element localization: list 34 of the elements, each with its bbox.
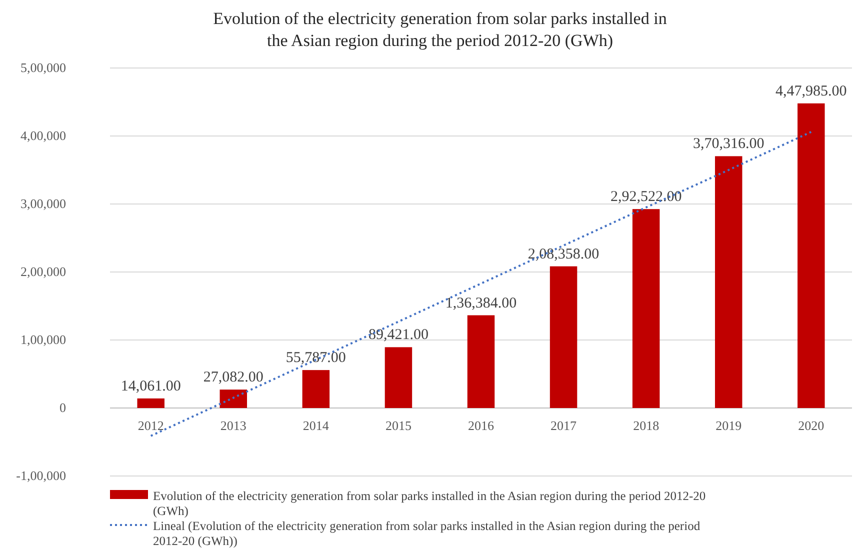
- bar: [798, 103, 825, 408]
- bar: [137, 398, 164, 408]
- y-tick-label: 5,00,000: [20, 60, 66, 75]
- y-tick-label: 0: [60, 400, 66, 415]
- bar: [302, 370, 330, 408]
- y-tick-label: 3,00,000: [20, 196, 66, 211]
- bar: [220, 390, 248, 408]
- data-label: 14,061.00: [120, 378, 181, 394]
- x-tick-label: 2014: [302, 418, 330, 433]
- x-tick-label: 2013: [220, 418, 246, 433]
- y-tick-label: 4,00,000: [20, 128, 66, 143]
- x-tick-label: 2018: [633, 418, 660, 433]
- data-label: 4,47,985.00: [776, 83, 847, 100]
- x-tick-label: 2020: [798, 418, 824, 433]
- y-tick-label: -1,00,000: [16, 468, 66, 483]
- data-label: 27,082.00: [203, 370, 264, 386]
- x-tick-label: 2015: [385, 418, 412, 433]
- data-label: 3,70,316.00: [692, 136, 764, 152]
- bar: [714, 156, 742, 408]
- y-tick-label: 2,00,000: [20, 264, 66, 279]
- bar: [384, 347, 412, 408]
- chart-title: Evolution of the electricity generation from solar parks installed in the Asian region during the period 2012-20 (GWh): [213, 9, 668, 50]
- x-tick-label: 2017: [550, 418, 578, 433]
- data-label: 89,421.00: [368, 327, 428, 344]
- y-tick-label: 1,00,000: [20, 332, 66, 347]
- data-label: 1,36,384.00: [445, 295, 517, 312]
- bar: [632, 209, 660, 408]
- x-tick-label: 2019: [716, 418, 742, 433]
- bar: [550, 266, 578, 408]
- legend-label: Lineal (Evolution of the electricity generation from solar parks installed in the Asian region during the period 2012-20 (GWh)): [153, 519, 701, 548]
- x-tick-label: 2012: [138, 418, 164, 433]
- x-tick-label: 2016: [468, 418, 494, 433]
- legend-label: Evolution of the electricity generation from solar parks installed in the Asian region during the period 2012-20 (GWh): [153, 489, 706, 518]
- bar: [467, 315, 495, 408]
